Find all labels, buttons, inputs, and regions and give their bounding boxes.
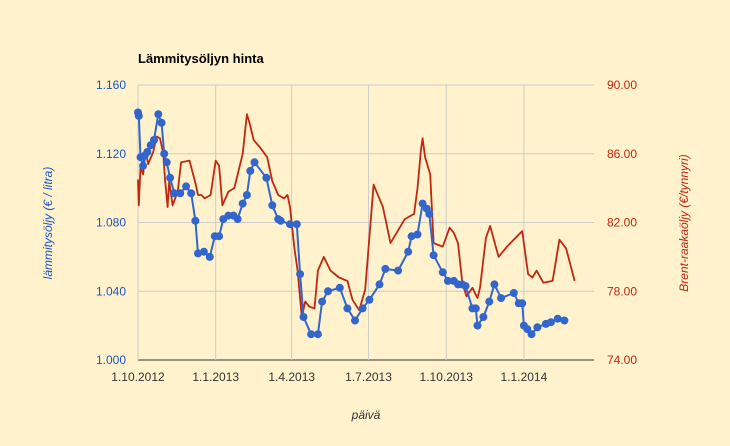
heating-oil-point (246, 166, 255, 175)
x-tick-label: 1.10.2012 (111, 370, 165, 384)
chart-title: Lämmitysöljyn hinta (138, 51, 264, 66)
heating-oil-point (358, 304, 367, 313)
heating-oil-point (404, 247, 413, 256)
left-tick-label: 1.160 (96, 78, 126, 92)
right-tick-label: 82.00 (607, 216, 637, 230)
heating-oil-point (351, 316, 359, 325)
heating-oil-point (134, 111, 143, 120)
heating-oil-point (518, 299, 527, 308)
heating-oil-point (443, 276, 452, 285)
heating-oil-point (233, 215, 242, 224)
heating-oil-point (286, 220, 294, 229)
tick-labels: 1.000 74.00 1.040 78.00 1.080 82.00 1.120 86.00… (96, 78, 637, 384)
heating-oil-point (497, 294, 506, 303)
heating-oil-point (162, 158, 171, 167)
right-tick-label: 90.00 (607, 78, 637, 92)
heating-oil-point (205, 252, 214, 261)
heating-oil-point (394, 266, 403, 275)
heating-oil-point (215, 232, 224, 241)
heating-oil-point (461, 282, 470, 291)
x-axis-title: päivä (351, 408, 381, 422)
heating-oil-point (473, 321, 482, 330)
heating-oil-point (268, 201, 277, 210)
left-tick-label: 1.080 (96, 216, 126, 230)
heating-oil-point (242, 191, 251, 199)
heating-oil-point (150, 136, 158, 144)
heating-oil-point (157, 118, 166, 127)
heating-oil-point (307, 330, 316, 339)
heating-oil-point (191, 216, 200, 225)
heating-oil-point (413, 230, 422, 239)
x-tick-label: 1.4.2013 (268, 370, 315, 384)
heating-oil-point (250, 158, 259, 167)
heating-oil-point (335, 283, 344, 292)
right-tick-label: 86.00 (607, 147, 637, 161)
heating-oil-point (182, 182, 191, 191)
heating-oil-point (313, 330, 322, 339)
heating-oil-point (299, 313, 308, 321)
left-tick-label: 1.040 (96, 284, 126, 298)
heating-oil-point (170, 189, 179, 198)
heating-oil-point (343, 304, 352, 313)
heating-oil-point (375, 280, 384, 289)
right-tick-label: 78.00 (607, 284, 637, 298)
heating-oil-point (238, 199, 247, 208)
heating-oil-point (262, 173, 271, 182)
heating-oil-point (546, 318, 555, 327)
heating-oil-point (176, 189, 185, 198)
heating-oil-point (143, 148, 152, 156)
heating-oil-point (490, 280, 499, 289)
heating-oil-point (485, 297, 494, 306)
heating-oil-point (365, 295, 374, 304)
heating-oil-point (166, 173, 175, 182)
left-tick-label: 1.120 (96, 147, 126, 161)
heating-oil-point (199, 247, 208, 256)
heating-oil-point (533, 323, 542, 332)
heating-oil-point (429, 251, 438, 260)
heating-oil-point (324, 287, 332, 296)
heating-oil-point (425, 209, 434, 218)
markers (134, 108, 569, 339)
heating-oil-point (471, 304, 480, 313)
heating-oil-point (187, 189, 196, 198)
heating-oil-point (509, 289, 518, 297)
x-tick-label: 1.10.2013 (420, 370, 474, 384)
heating-oil-point (160, 149, 169, 158)
x-tick-label: 1.1.2014 (501, 370, 548, 384)
x-tick-label: 1.1.2013 (192, 370, 239, 384)
heating-oil-point (139, 161, 148, 170)
left-tick-label: 1.000 (96, 353, 126, 367)
left-axis-title: lämmitysöljy (€ / litra) (41, 167, 55, 280)
heating-oil-point (296, 270, 305, 279)
x-tick-label: 1.7.2013 (345, 370, 392, 384)
heating-oil-point (479, 313, 488, 321)
heating-oil-point (154, 110, 163, 119)
right-tick-label: 74.00 (607, 353, 637, 367)
heating-oil-point (438, 268, 447, 277)
right-axis-title: Brent-raakaöljy (€/tynnyri) (677, 154, 691, 291)
heating-oil-point (527, 330, 536, 339)
heating-oil-point (276, 216, 285, 225)
heating-oil-point (553, 314, 562, 323)
heating-oil-point (381, 264, 390, 273)
heating-oil-point (318, 297, 327, 306)
heating-oil-point (560, 316, 569, 325)
heating-oil-point (292, 220, 301, 229)
